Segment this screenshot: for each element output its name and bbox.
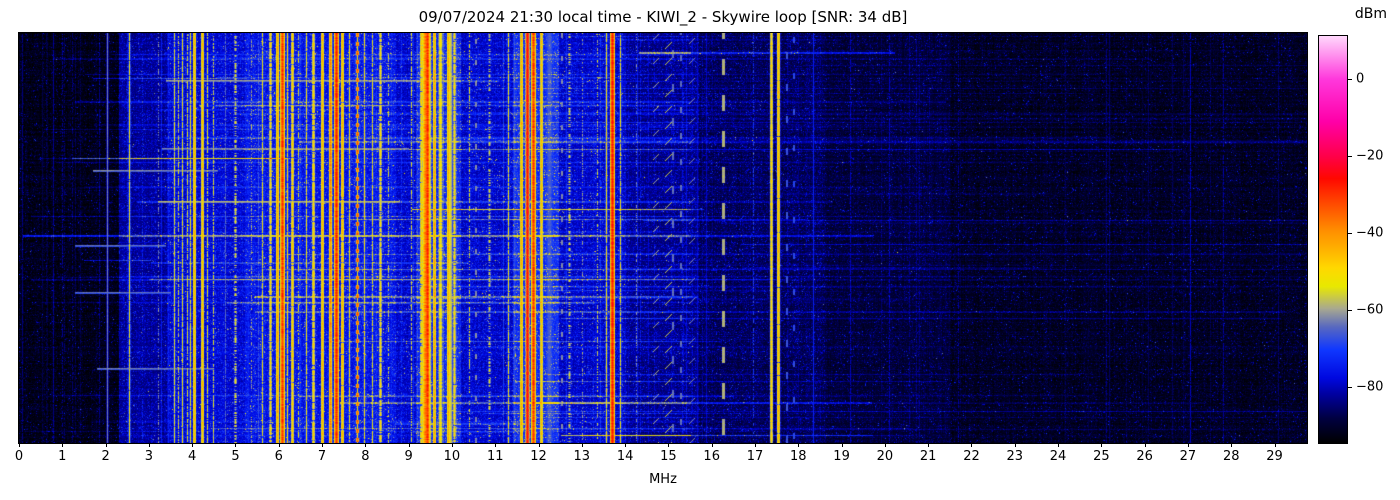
colorbar [1318,35,1348,444]
x-tick [495,443,497,447]
x-tick [1144,443,1146,447]
x-tick [971,443,973,447]
colorbar-tick [1348,232,1352,234]
colorbar-tick-label: 0 [1356,71,1365,87]
x-tick-label: 20 [876,449,894,464]
x-tick [1058,443,1060,447]
x-tick-label: 18 [790,449,807,464]
x-tick-label: 12 [530,449,547,464]
colorbar-tick [1348,309,1352,311]
x-tick-label: 0 [14,449,24,464]
x-tick-label: 27 [1179,449,1197,464]
x-tick [538,443,540,447]
x-tick-label: 11 [486,449,504,464]
colorbar-label: dBm [1354,6,1388,22]
colorbar-tick-label: −20 [1356,148,1384,164]
x-tick [278,443,280,447]
x-tick-label: 4 [188,449,197,464]
x-tick [62,443,64,447]
x-axis-label: MHz [649,472,677,487]
x-tick-label: 14 [616,449,634,464]
x-tick [625,443,627,447]
x-tick-label: 21 [919,449,937,464]
waterfall-heatmap [19,33,1307,443]
x-tick-label: 23 [1006,449,1024,464]
x-tick [928,443,930,447]
x-tick-label: 6 [274,449,283,464]
colorbar-tick-label: −60 [1356,302,1384,318]
x-tick [365,443,367,447]
x-tick-label: 16 [703,449,720,464]
x-tick [1231,443,1233,447]
x-tick [192,443,194,447]
x-tick-label: 17 [746,449,764,464]
x-tick [1101,443,1103,447]
colorbar-tick-label: −80 [1356,379,1384,395]
x-tick-label: 9 [404,449,413,464]
plot-title: 09/07/2024 21:30 local time - KIWI_2 - S… [418,8,908,26]
x-tick [1187,443,1189,447]
x-tick-label: 10 [443,449,461,464]
x-tick-label: 15 [660,449,677,464]
x-tick-label: 25 [1093,449,1110,464]
x-tick-label: 22 [963,449,980,464]
x-tick-label: 29 [1266,449,1283,464]
x-tick-label: 26 [1136,449,1153,464]
x-tick [668,443,670,447]
x-tick-label: 5 [231,449,240,464]
x-tick-label: 28 [1222,449,1240,464]
x-tick-label: 19 [833,449,850,464]
x-tick [884,443,886,447]
x-tick-label: 3 [144,449,154,464]
plot-area [18,32,1308,444]
x-tick [322,443,324,447]
colorbar-tick [1348,79,1352,81]
colorbar-gradient [1319,36,1347,443]
x-tick [235,443,237,447]
x-tick-label: 2 [101,449,110,464]
x-tick-label: 13 [573,449,591,464]
x-tick [711,443,713,447]
x-tick [148,443,150,447]
x-tick-label: 7 [317,449,327,464]
x-tick [1274,443,1276,447]
colorbar-tick [1348,386,1352,388]
x-tick [1014,443,1016,447]
x-tick [798,443,800,447]
x-tick [581,443,583,447]
x-tick [19,443,20,447]
x-tick-label: 1 [58,449,67,464]
x-tick [841,443,843,447]
x-tick [755,443,756,447]
colorbar-tick-label: −40 [1356,225,1384,241]
colorbar-tick [1348,156,1352,158]
x-tick [451,443,453,447]
x-tick [408,443,410,447]
x-tick-label: 24 [1049,449,1067,464]
x-tick [105,443,107,447]
x-tick-label: 8 [361,449,370,464]
